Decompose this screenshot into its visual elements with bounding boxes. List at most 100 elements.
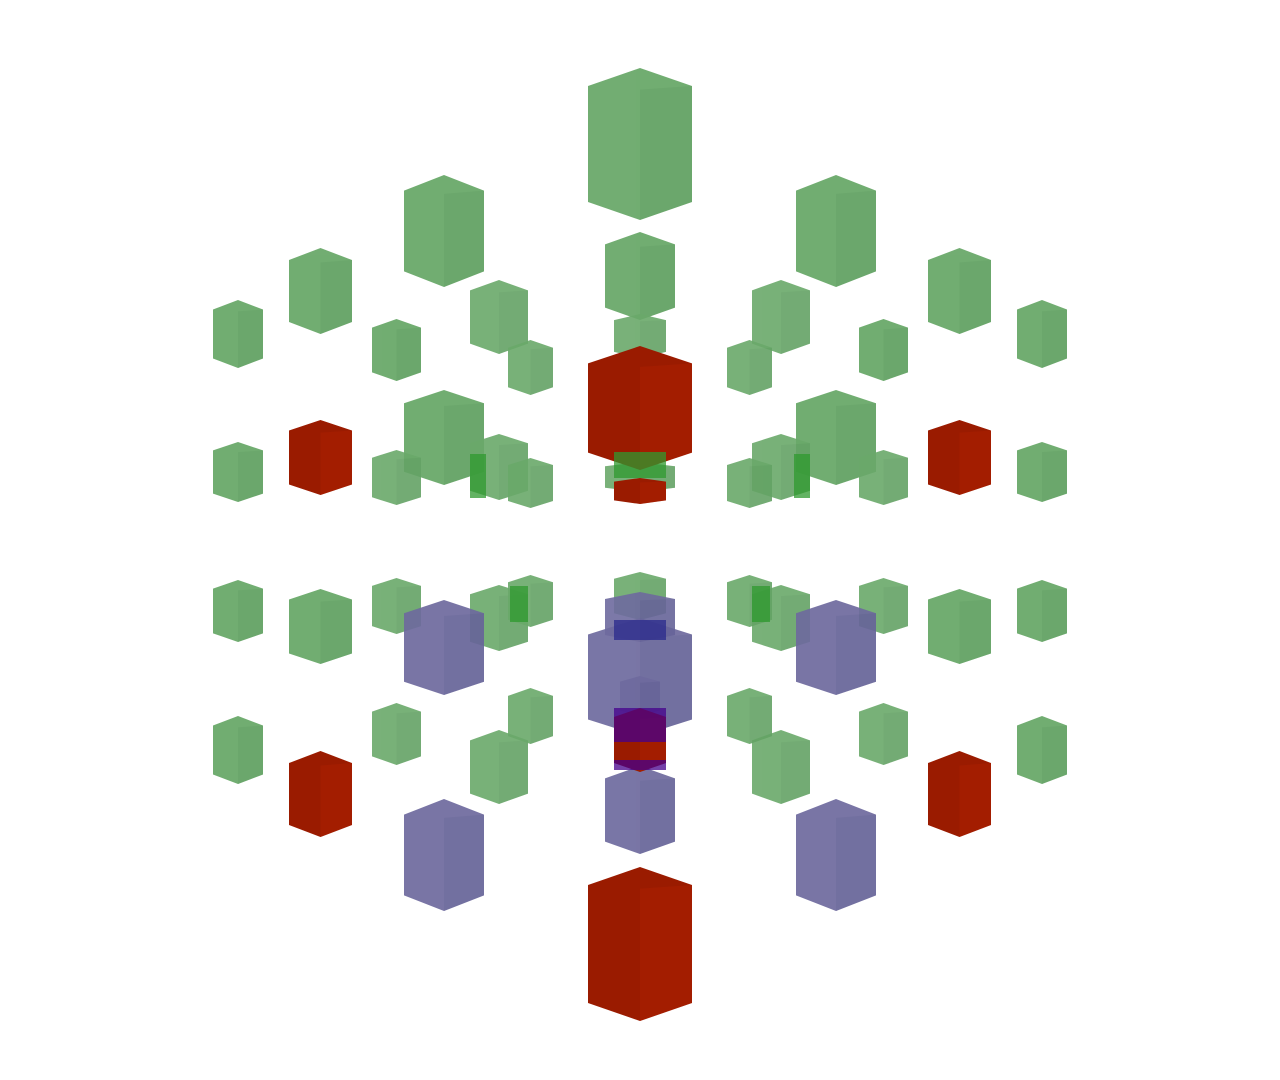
green-cube <box>605 232 675 320</box>
blue-cube-body <box>404 600 484 695</box>
blue-cube <box>404 600 484 695</box>
green-cube-face <box>238 309 263 368</box>
green-cube <box>213 442 263 502</box>
red-cube-face <box>959 430 991 495</box>
red-cube-body <box>289 420 352 495</box>
green-cube-body <box>508 340 553 395</box>
green-cube-body <box>289 248 352 334</box>
green-cube <box>213 580 263 642</box>
green-cube <box>928 589 991 664</box>
green-cube-face <box>883 457 908 505</box>
green-cube-face <box>836 190 876 287</box>
green-cube-body <box>859 703 908 765</box>
green-cube <box>372 703 421 765</box>
green-cube <box>796 175 876 287</box>
green-cube-face <box>1042 588 1067 642</box>
green-cube-body <box>508 458 553 508</box>
green-cube-face <box>320 260 352 334</box>
green-cube-face <box>499 740 528 804</box>
green-cube <box>1017 580 1067 642</box>
green-cube <box>727 340 772 395</box>
overlap-region <box>614 620 666 640</box>
green-cube-face <box>640 244 675 320</box>
green-cube-face <box>781 740 810 804</box>
green-cube-body <box>404 175 484 287</box>
green-cube-body <box>289 589 352 664</box>
green-cube-body <box>588 68 692 220</box>
blue-cube-body <box>620 676 660 716</box>
green-cube <box>404 175 484 287</box>
green-cube-face <box>749 347 772 395</box>
green-cube-face <box>883 585 908 634</box>
blue-cube <box>796 799 876 911</box>
green-cube-body <box>213 442 263 502</box>
green-cube-body <box>859 450 908 505</box>
green-cube-body <box>404 390 484 485</box>
blue-cube-body <box>796 799 876 911</box>
green-cube-body <box>1017 442 1067 502</box>
green-cube-face <box>959 599 991 664</box>
overlap-region <box>470 454 486 498</box>
overlap-region <box>614 452 666 478</box>
green-cube-face <box>238 450 263 502</box>
red-cube <box>928 751 991 837</box>
green-cube-face <box>1042 450 1067 502</box>
red-cube <box>614 478 666 504</box>
green-cube <box>289 589 352 664</box>
red-cube-face <box>320 430 352 495</box>
blue-cube-face <box>640 778 675 854</box>
red-cube-face <box>640 885 692 1021</box>
green-cube-body <box>614 314 666 358</box>
green-cube-face <box>883 711 908 765</box>
green-cube-body <box>928 248 991 334</box>
blue-cube <box>404 799 484 911</box>
red-cube-body <box>588 867 692 1021</box>
green-cube-body <box>372 450 421 505</box>
green-cube-body <box>213 300 263 368</box>
green-cube-face <box>396 457 421 505</box>
overlap-region <box>510 586 528 622</box>
green-cube-face <box>499 290 528 354</box>
red-cube-body <box>614 478 666 504</box>
green-cube-body <box>796 175 876 287</box>
green-cube <box>470 280 528 354</box>
green-cube <box>928 248 991 334</box>
green-cube-body <box>605 232 675 320</box>
green-cube-face <box>320 599 352 664</box>
overlap-region <box>752 586 770 622</box>
green-cube-face <box>396 327 421 381</box>
blue-cube-body <box>796 600 876 695</box>
green-cube-face <box>238 588 263 642</box>
blue-cube <box>605 766 675 854</box>
red-cube-body <box>928 420 991 495</box>
green-cube-face <box>1042 725 1067 784</box>
blue-cube-face <box>444 613 484 695</box>
green-cube-body <box>752 730 810 804</box>
green-cube <box>1017 716 1067 784</box>
green-cube <box>752 280 810 354</box>
green-cube <box>508 688 553 744</box>
blue-cube-body <box>605 766 675 854</box>
green-cube-face <box>1042 309 1067 368</box>
green-cube-body <box>1017 300 1067 368</box>
green-cube-body <box>470 280 528 354</box>
green-cube-face <box>959 260 991 334</box>
blue-cube-face <box>640 681 660 716</box>
green-cube-body <box>796 390 876 485</box>
overlap-region <box>794 454 810 498</box>
blue-cube-face <box>836 814 876 911</box>
green-cube <box>470 730 528 804</box>
green-cube-body <box>372 703 421 765</box>
green-cube-face <box>444 190 484 287</box>
green-cube <box>372 319 421 381</box>
green-cube <box>752 730 810 804</box>
green-cube-body <box>213 580 263 642</box>
green-cube-body <box>1017 716 1067 784</box>
green-cube-face <box>530 347 553 395</box>
green-cube-body <box>859 319 908 381</box>
green-cube-body <box>470 730 528 804</box>
green-cube-face <box>238 725 263 784</box>
red-cube-face <box>640 481 666 504</box>
red-cube <box>588 346 692 470</box>
green-cube-face <box>530 695 553 744</box>
